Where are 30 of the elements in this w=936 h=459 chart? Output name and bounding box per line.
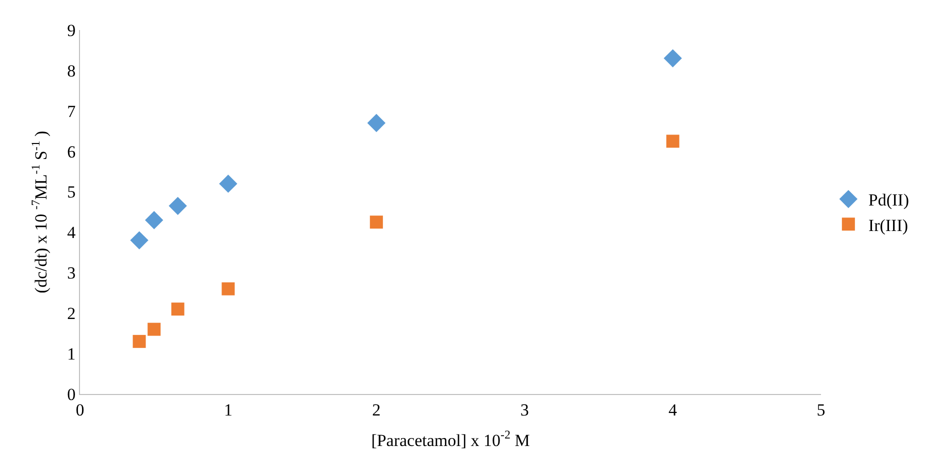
point [219,174,238,193]
x-tick-label: 5 [816,400,826,420]
x-tick-label: 1 [224,400,232,420]
y-tick-label: 0 [67,384,76,404]
y-tick-label: 5 [67,182,76,202]
point [132,334,146,348]
x-axis-title: [Paracetamol] x 10$^{-2}$ M [371,428,530,450]
y-tick-label: 2 [67,304,76,324]
point [171,302,184,316]
legend-label: Pd(II) [868,190,910,210]
y-tick-label: 8 [67,61,76,80]
point [222,282,235,296]
y-tick-label: 4 [67,223,76,242]
point [666,134,680,148]
y-tick-label: 6 [67,142,76,162]
point [664,49,682,68]
y-tick-label: 3 [67,264,76,283]
x-tick-label: 3 [520,400,529,420]
point [148,322,161,336]
point [370,216,383,229]
point [367,114,386,132]
y-tick-label: 9 [67,20,76,40]
y-tick-label: 1 [67,344,76,364]
y-tick-label: 7 [67,102,76,121]
x-tick-label: 4 [668,400,678,420]
x-tick-label: 2 [372,400,381,420]
legend-label: Ir(III) [868,216,908,235]
point [130,231,148,250]
point [145,210,164,230]
point [168,196,187,216]
